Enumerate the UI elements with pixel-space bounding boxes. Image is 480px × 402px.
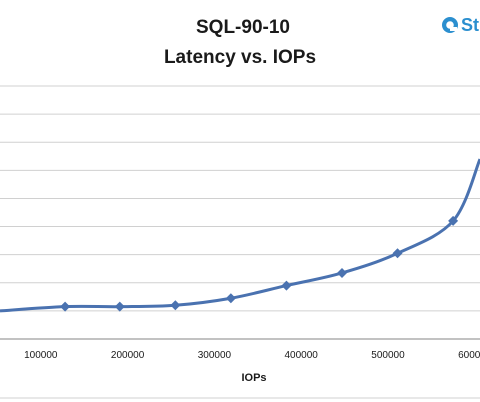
x-tick-label: 300000: [198, 350, 232, 361]
storagereview-logo-icon: [442, 17, 458, 33]
logo-text: St: [461, 15, 479, 35]
x-tick-label: 200000: [111, 350, 145, 361]
data-point: [225, 293, 236, 304]
data-points: [60, 215, 459, 312]
data-point: [392, 248, 403, 259]
chart-title-line2: Latency vs. IOPs: [164, 47, 316, 68]
x-tick-label: 100000: [24, 350, 58, 361]
series-line: [0, 158, 480, 313]
x-axis-title: IOPs: [241, 372, 266, 384]
gridlines: [0, 85, 480, 399]
data-point: [336, 267, 347, 278]
data-point: [170, 300, 181, 311]
data-point: [60, 301, 71, 312]
chart-title-line1: SQL-90-10: [196, 17, 290, 38]
x-tick-label: 400000: [285, 350, 319, 361]
x-tick-label: 600000: [458, 350, 480, 361]
data-point: [448, 215, 459, 226]
data-point: [281, 280, 292, 291]
x-tick-label: 500000: [371, 350, 405, 361]
data-point: [114, 301, 125, 312]
storagereview-logo: St: [442, 15, 479, 35]
x-tick-labels: 100000 200000 300000 400000 500000 600000: [24, 350, 480, 361]
